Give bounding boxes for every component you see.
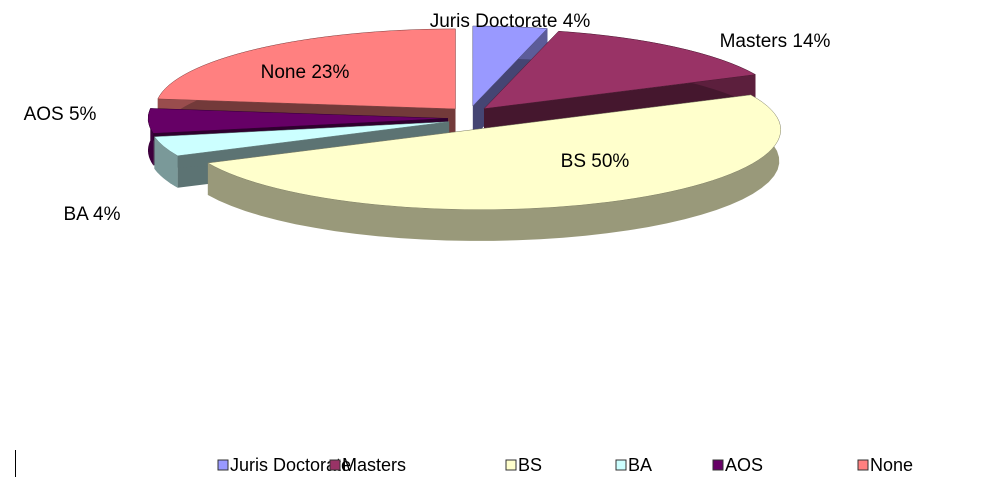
slice-wall (154, 136, 178, 188)
legend-label: None (870, 455, 913, 475)
data-label: None 23% (261, 62, 350, 83)
slice-top (472, 25, 548, 107)
pie (147, 25, 781, 241)
legend-swatch (217, 459, 229, 471)
legend-swatch (615, 459, 627, 471)
data-label: Juris Doctorate 4% (430, 11, 591, 32)
slice-wall (207, 94, 780, 241)
legend-label: AOS (725, 455, 763, 475)
slice-top (147, 108, 449, 134)
data-label: BS 50% (561, 151, 630, 172)
data-label: Masters 14% (720, 31, 831, 52)
legend-swatch (857, 459, 869, 471)
data-label: AOS 5% (24, 104, 97, 125)
slice-top (207, 94, 781, 210)
slice-top (153, 121, 450, 157)
data-label: BA 4% (63, 204, 120, 225)
legend-label: BS (518, 455, 542, 475)
legend-swatch (712, 459, 724, 471)
legend-label: BA (628, 455, 652, 475)
legend-swatch (329, 459, 341, 471)
labels: Juris Doctorate 4% Masters 14% BS 50% BA 4%… (24, 11, 831, 225)
legend-swatch (505, 459, 517, 471)
legend-label: Juris Doctorate (230, 455, 351, 475)
slice (207, 94, 781, 241)
slice-top (157, 28, 456, 110)
slice-top (483, 30, 757, 110)
legend-label: Masters (342, 455, 406, 475)
